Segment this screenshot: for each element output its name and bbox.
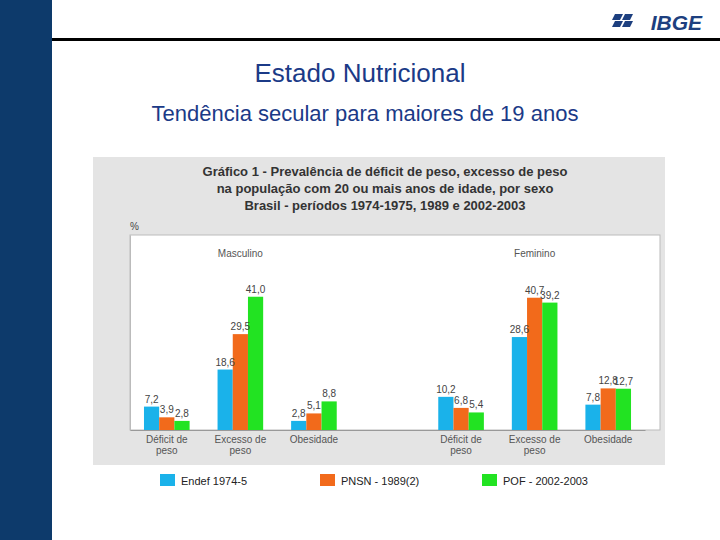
legend-label: Endef 1974-5 bbox=[181, 475, 247, 487]
data-label: 7,8 bbox=[586, 392, 600, 403]
logo-shape bbox=[622, 21, 633, 27]
bar bbox=[291, 421, 306, 430]
data-label: 8,8 bbox=[322, 388, 336, 399]
top-rule bbox=[52, 38, 720, 41]
data-label: 6,8 bbox=[454, 395, 468, 406]
x-tick-label: Excesso depeso bbox=[215, 434, 267, 456]
x-tick-label: Obesidade bbox=[290, 434, 339, 445]
chart-title: Gráfico 1 - Prevalência de déficit de pe… bbox=[203, 164, 568, 179]
data-label: 18,6 bbox=[215, 357, 235, 368]
y-axis bbox=[130, 236, 131, 431]
legend-label: PNSN - 1989(2) bbox=[341, 475, 419, 487]
bar bbox=[542, 303, 557, 430]
y-axis-line bbox=[130, 236, 131, 431]
legend-label: POF - 2002-2003 bbox=[503, 475, 588, 487]
x-tick: Déficit depeso bbox=[146, 430, 188, 456]
bar bbox=[233, 334, 248, 430]
legend-swatch bbox=[160, 474, 175, 486]
y-axis-label: % bbox=[130, 221, 139, 232]
x-axis: Déficit depeso Excesso depeso Obesidade Déf… bbox=[131, 430, 646, 456]
data-label: 2,8 bbox=[292, 408, 306, 419]
chart-title: Brasil - períodos 1974-1975, 1989 e 2002… bbox=[244, 198, 525, 213]
data-labels: 7,218,62,810,228,67,83,929,55,16,840,712… bbox=[145, 284, 634, 419]
bar bbox=[469, 412, 484, 430]
data-label: 5,4 bbox=[469, 399, 483, 410]
bars bbox=[144, 297, 631, 430]
legend-swatch bbox=[320, 474, 335, 486]
bar bbox=[144, 407, 159, 430]
x-tick-label: Excesso depeso bbox=[509, 434, 561, 456]
data-label: 29,5 bbox=[231, 321, 251, 332]
data-label: 41,0 bbox=[246, 284, 266, 295]
chart-title: na população com 20 ou mais anos de idad… bbox=[217, 181, 554, 196]
x-tick: Déficit depeso bbox=[440, 430, 482, 456]
bar bbox=[248, 297, 263, 430]
group-label: Feminino bbox=[514, 248, 556, 259]
logo-icon bbox=[612, 14, 633, 27]
legend-swatch bbox=[482, 474, 497, 486]
data-label: 2,8 bbox=[175, 408, 189, 419]
chart-box bbox=[93, 157, 665, 465]
bar bbox=[322, 401, 337, 430]
data-label: 10,2 bbox=[436, 384, 456, 395]
x-tick-label: Déficit depeso bbox=[146, 434, 188, 456]
bar bbox=[438, 397, 453, 430]
x-tick: Obesidade bbox=[290, 430, 339, 445]
x-axis-line bbox=[131, 430, 646, 431]
x-tick: Excesso depeso bbox=[509, 430, 561, 456]
group-label: Masculino bbox=[218, 248, 263, 259]
x-tick: Excesso depeso bbox=[215, 430, 267, 456]
data-label: 5,1 bbox=[307, 400, 321, 411]
data-label: 7,2 bbox=[145, 394, 159, 405]
bar bbox=[585, 405, 600, 430]
logo-shape bbox=[612, 14, 623, 20]
bar bbox=[601, 388, 616, 430]
data-label: 3,9 bbox=[160, 404, 174, 415]
slide: IBGE Estado Nutricional Tendência secular … bbox=[0, 0, 720, 540]
logo-shape bbox=[622, 14, 633, 20]
bar bbox=[159, 417, 174, 430]
logo-shape bbox=[612, 21, 623, 27]
data-label: 28,6 bbox=[510, 324, 530, 335]
side-bar bbox=[0, 0, 52, 540]
bar bbox=[174, 421, 189, 430]
bar bbox=[512, 337, 527, 430]
x-tick-label: Obesidade bbox=[584, 434, 633, 445]
legend: Endef 1974-5 PNSN - 1989(2) POF - 2002-200… bbox=[160, 474, 588, 487]
logo-text: IBGE bbox=[651, 11, 703, 34]
page-subtitle: Tendência secular para maiores de 19 ano… bbox=[152, 101, 579, 126]
bar bbox=[616, 389, 631, 430]
bar bbox=[453, 408, 468, 430]
bar bbox=[527, 298, 542, 430]
bar bbox=[218, 370, 233, 430]
data-label: 39,2 bbox=[540, 290, 560, 301]
bar bbox=[306, 413, 321, 430]
plot-frame bbox=[130, 235, 660, 430]
page-title: Estado Nutricional bbox=[255, 58, 466, 88]
x-tick-label: Déficit depeso bbox=[440, 434, 482, 456]
x-tick: Obesidade bbox=[584, 430, 633, 445]
data-label: 12,7 bbox=[614, 376, 634, 387]
